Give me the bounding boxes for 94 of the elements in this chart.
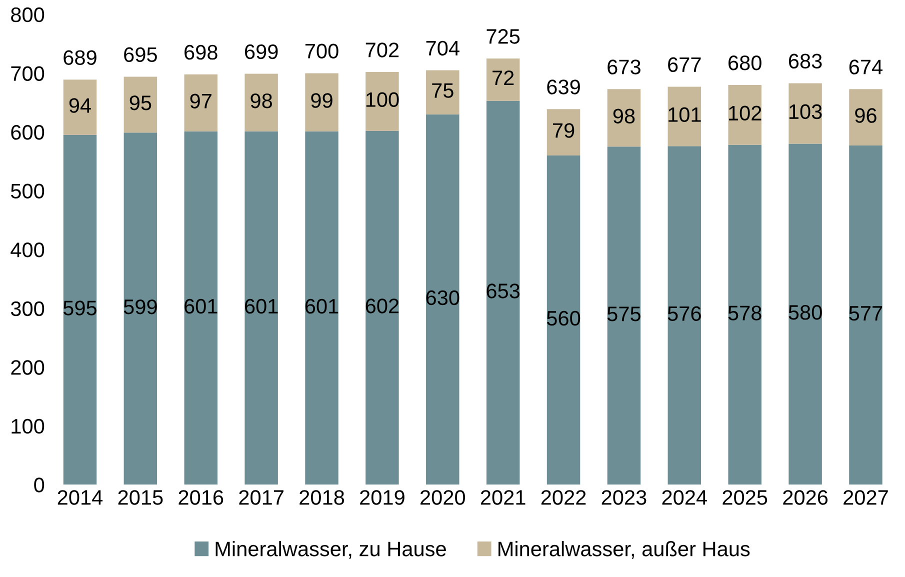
y-tick-label: 600 [11,124,44,140]
bar [607,89,641,147]
data-label: 94 [69,98,91,113]
bar [124,76,158,133]
data-label: 601 [245,298,278,314]
bar [486,58,520,101]
data-label: 96 [855,108,876,123]
data-label: 578 [728,306,762,320]
bar [546,109,580,156]
x-tick-label: 2021 [480,490,526,505]
bar [607,146,641,485]
data-label: 599 [124,299,157,314]
x-tick-label: 2024 [662,490,707,505]
legend-label: Mineralwasser, zu Hause [216,541,446,559]
bar [305,73,338,132]
y-tick-label: 300 [10,301,44,316]
data-label: 75 [432,83,454,98]
y-tick-label: 100 [12,418,44,434]
bar [849,146,882,485]
y-tick-label: 400 [10,242,44,258]
x-tick-label: 2017 [239,490,284,505]
data-label: 101 [668,107,701,122]
data-label: 601 [305,298,338,314]
y-tick-label: 700 [11,66,44,81]
data-label: 580 [788,305,822,320]
x-tick-label: 2025 [722,490,768,505]
bar [426,114,460,485]
bar [849,89,882,146]
legend-label: Mineralwasser, außer Haus [498,541,750,559]
data-label: 102 [729,106,762,121]
bar [546,156,580,485]
bar [244,74,278,132]
bar [124,132,158,485]
data-label: 601 [184,298,218,314]
bar [486,100,520,485]
bar [788,144,822,485]
bar [668,86,702,146]
data-label: 97 [190,94,212,108]
bar [63,134,97,485]
total-label: 689 [64,50,96,65]
data-label: 653 [486,284,520,298]
bar [305,131,338,485]
bar [184,131,218,485]
y-tick-label: 0 [34,478,44,492]
data-label: 575 [607,306,640,322]
data-label: 98 [613,108,635,124]
data-label: 576 [668,306,701,321]
bar [728,84,762,145]
x-tick-label: 2022 [541,490,586,505]
data-label: 79 [553,123,574,138]
x-tick-label: 2016 [178,490,224,505]
y-tick-label: 200 [11,360,44,375]
total-label: 695 [124,47,157,62]
total-label: 725 [486,29,520,44]
bar [668,146,702,485]
bar [728,144,762,485]
x-tick-label: 2026 [783,490,828,505]
data-label: 95 [130,95,152,110]
data-label: 103 [790,104,822,120]
data-label: 602 [366,298,399,314]
total-label: 674 [849,60,882,74]
data-label: 630 [426,290,460,306]
total-label: 698 [184,44,218,60]
x-tick-label: 2023 [602,490,646,505]
total-label: 680 [728,56,762,70]
total-label: 677 [668,57,701,72]
total-label: 702 [366,42,399,58]
bar [184,74,218,132]
total-label: 704 [426,40,460,56]
bar [244,131,278,485]
data-label: 99 [311,93,332,108]
x-tick-label: 2027 [844,490,888,505]
data-label: 72 [492,70,514,86]
data-label: 100 [366,92,399,108]
total-label: 683 [788,54,822,68]
x-tick-label: 2015 [118,490,163,505]
x-tick-label: 2014 [58,490,103,505]
bar [788,83,822,144]
x-tick-label: 2018 [300,490,344,505]
x-tick-label: 2019 [360,490,404,505]
y-tick-label: 800 [11,7,44,22]
total-label: 700 [305,44,338,59]
bar [366,72,399,131]
total-label: 673 [608,60,640,74]
bar [426,70,460,114]
data-label: 577 [849,306,882,321]
total-label: 639 [547,80,580,94]
x-tick-label: 2020 [420,490,465,505]
data-label: 595 [63,300,97,316]
total-label: 699 [245,44,278,60]
y-tick-label: 500 [10,184,44,199]
bar [366,130,399,485]
bar [63,80,97,135]
data-label: 98 [250,93,272,108]
